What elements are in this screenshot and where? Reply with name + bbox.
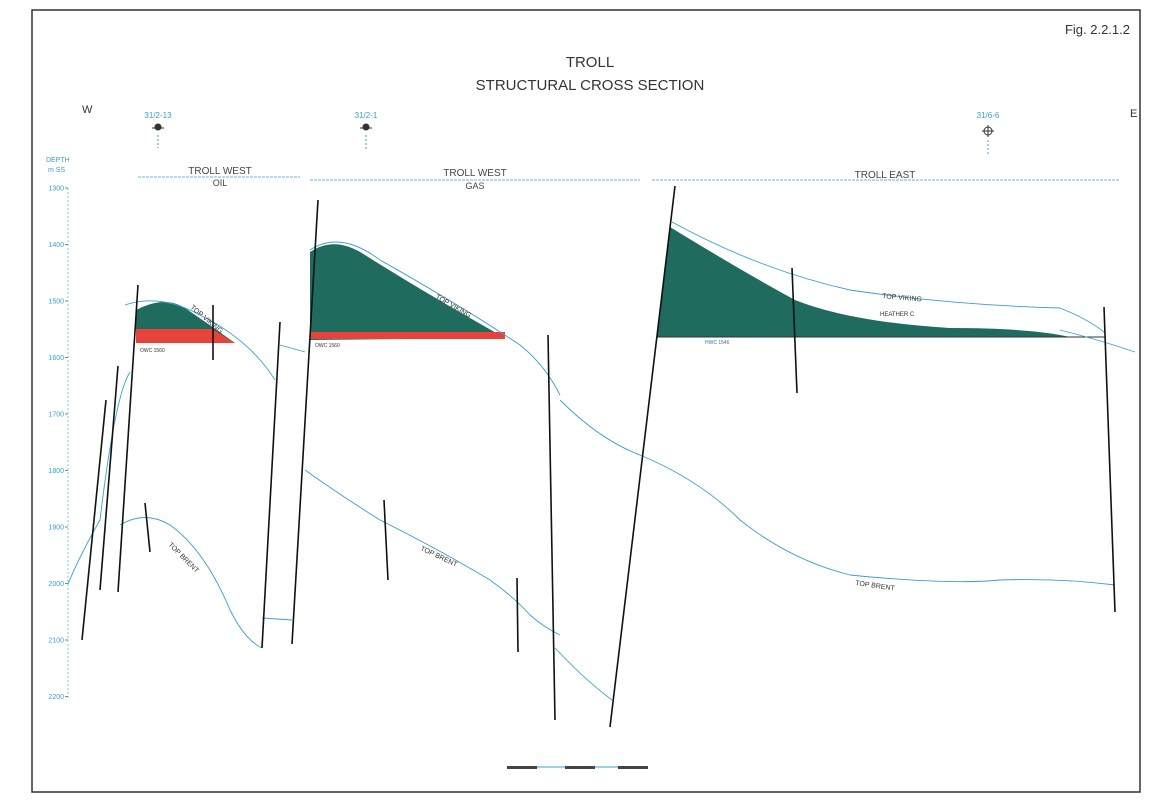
well-31-2-1: 31/2-1 [355,111,378,150]
owc-label: OWC 1560 [140,348,165,354]
diagram-subtitle: STRUCTURAL CROSS SECTION [476,77,705,94]
faults [81,185,1116,728]
top-viking-horizon-middle [309,241,561,396]
heather-label: HEATHER C [880,312,915,318]
depth-tick-label: 1800 [48,468,64,475]
depth-tick-label: 1700 [48,412,64,419]
province-troll-west-oil: TROLL WEST [188,166,252,177]
owc-label: OWC 1560 [315,343,340,349]
top-brent-label: TOP BRENT [167,541,201,575]
scale-bar [507,766,648,769]
province-extents [138,176,1120,181]
frame-border [31,9,1141,793]
depth-axis-label: DEPTH [46,157,70,164]
west-label: W [82,104,93,116]
top-brent-label: TOP BRENT [419,545,459,568]
province-troll-west-gas: TROLL WEST [443,168,507,179]
oil-well-icon [152,123,164,131]
depth-tick-label: 1900 [48,525,64,532]
top-viking-horizon-east [671,221,1106,334]
troll-west-gas-zone [310,244,505,340]
gas-well-icon [982,125,994,137]
troll-east-gas-zone [657,227,1070,337]
horizon-lines [67,221,1136,701]
top-viking-horizon-west [124,300,276,381]
diagram-title: TROLL [566,54,614,71]
depth-tick-label: 2100 [48,638,64,645]
top-brent-horizon-west [119,517,263,649]
well-31-6-6: 31/6-6 [977,111,1000,155]
oil-leg [136,329,235,343]
top-brent-horizon-middle [304,469,561,636]
depth-axis: DEPTH m SS 1300 1400 1500 1600 1700 1800 1900 2… [46,157,70,701]
depth-tick-label: 2000 [48,581,64,588]
depth-tick-label: 1300 [48,186,64,193]
top-brent-horizon-east [639,454,1116,586]
gas-well-icon [360,123,372,131]
thin-oil-leg [310,332,505,339]
top-brent-label: TOP BRENT [855,580,896,593]
well-label: 31/2-13 [144,111,172,120]
figure-number: Fig. 2.2.1.2 [1065,22,1130,37]
depth-tick-label: 1400 [48,242,64,249]
depth-axis-unit: m SS [48,167,65,174]
east-label: E [1130,108,1137,120]
well-label: 31/2-1 [355,111,378,120]
province-fluid-gas: GAS [465,181,484,191]
depth-tick-label: 2200 [48,694,64,701]
top-viking-label: TOP VIKING [882,293,922,303]
province-troll-east: TROLL EAST [855,170,916,181]
well-31-2-13: 31/2-13 [144,111,172,148]
hwc-label: HWC 1546 [705,340,730,346]
province-fluid-oil: OIL [213,178,228,188]
depth-tick-label: 1600 [48,355,64,362]
depth-tick-label: 1500 [48,299,64,306]
well-label: 31/6-6 [977,111,1000,120]
